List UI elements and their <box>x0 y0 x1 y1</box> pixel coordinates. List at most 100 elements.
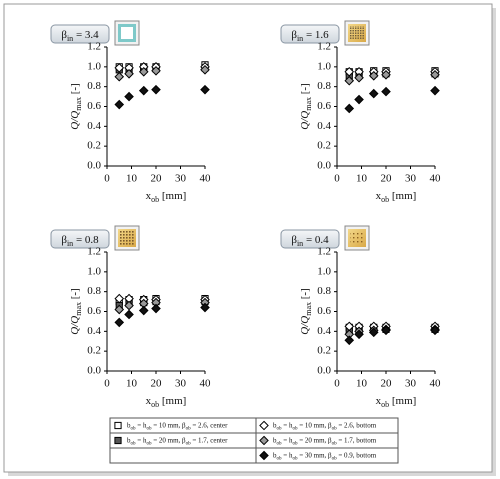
y-tick-label: 0.4 <box>87 120 101 132</box>
legend-label-part: = 10 mm, β <box>297 421 332 429</box>
y-tick-label: 0.4 <box>317 325 331 337</box>
y-tick-label: 0.6 <box>317 305 331 317</box>
legend-label-part: ob <box>332 456 338 461</box>
marker-diamond <box>124 300 134 311</box>
icon-pattern <box>350 231 364 245</box>
marker-diamond <box>114 293 125 304</box>
y-axis-label-part: max <box>74 302 83 316</box>
y-tick-label: 0.8 <box>317 80 331 92</box>
x-tick-label: 40 <box>200 378 212 390</box>
marker-diamond <box>200 302 210 313</box>
legend-label-part: b <box>273 436 277 444</box>
y-axis-label-part: Q/Q <box>69 111 81 130</box>
legend-label-part: = 30 mm, β <box>297 451 332 459</box>
legend-label: bob = hob = 10 mm, βob = 2.6, center <box>127 421 228 431</box>
y-axis-label-part: max <box>74 97 83 111</box>
y-tick-label: 0.6 <box>87 100 101 112</box>
y-tick-label: 0.2 <box>87 140 101 152</box>
badge-label-part: = 3.4 <box>73 29 99 41</box>
marker-diamond <box>114 317 125 328</box>
x-axis-label-part: ob <box>151 400 159 409</box>
y-axis-label: Q/Qmax [-] <box>299 288 314 334</box>
badge-label-part: β <box>291 29 297 41</box>
marker-diamond <box>151 65 161 76</box>
x-tick-label: 20 <box>151 173 163 185</box>
x-tick-label: 40 <box>430 378 442 390</box>
badge <box>280 229 340 249</box>
x-tick-label: 30 <box>175 173 187 185</box>
x-tick-label: 40 <box>430 173 442 185</box>
legend-label-part: = 0.9, bottom <box>337 451 377 459</box>
y-tick-label: 0.6 <box>317 100 331 112</box>
y-tick-label: 1.2 <box>87 41 101 53</box>
marker-diamond <box>151 303 161 314</box>
badge-label-part: in <box>67 34 73 43</box>
x-tick-label: 20 <box>381 378 393 390</box>
badge-label-part: in <box>297 34 303 43</box>
marker-diamond <box>430 85 440 96</box>
y-tick-label: 0.4 <box>317 120 331 132</box>
y-axis-label-part: [-] <box>299 288 311 302</box>
marker-diamond <box>368 327 379 338</box>
legend-label-part: = h <box>282 451 293 459</box>
badge-label-part: in <box>67 239 73 248</box>
legend-label-part: ob <box>292 426 298 431</box>
y-axis-label-part: [-] <box>69 83 81 97</box>
icon-hole <box>121 27 133 39</box>
legend-label-part: ob <box>277 426 283 431</box>
marker-diamond <box>344 66 355 77</box>
x-tick-label: 10 <box>356 378 368 390</box>
marker-diamond <box>200 84 210 95</box>
legend-label-part: ob <box>332 426 338 431</box>
marker-diamond <box>430 325 440 336</box>
marker-diamond <box>381 69 391 80</box>
legend-label-part: ob <box>292 456 298 461</box>
y-axis-label-part: Q/Q <box>69 316 81 335</box>
marker-diamond <box>259 420 269 431</box>
badge-label: βin = 0.4 <box>291 234 329 249</box>
marker-diamond <box>354 72 364 83</box>
y-axis-label: Q/Qmax [-] <box>69 83 84 129</box>
legend-label-part: = 20 mm, β <box>297 436 332 444</box>
legend-label-part: ob <box>131 441 137 446</box>
legend-box <box>109 417 399 464</box>
y-tick-label: 0.8 <box>87 80 101 92</box>
badge <box>280 24 340 44</box>
x-axis-label: xob [mm] <box>146 190 187 205</box>
marker-diamond <box>344 75 355 86</box>
badge-label-part: β <box>291 234 297 246</box>
marker-diamond <box>200 65 210 75</box>
y-axis-label-part: [-] <box>69 288 81 302</box>
x-axis-label-part: [mm] <box>159 395 186 407</box>
x-tick-label: 20 <box>381 173 393 185</box>
x-tick-label: 10 <box>126 173 138 185</box>
marker-diamond <box>259 450 269 461</box>
legend-label-part: b <box>273 451 277 459</box>
x-axis-label-part: [mm] <box>389 190 416 202</box>
legend-label-part: ob <box>332 441 338 446</box>
x-axis-label: xob [mm] <box>146 395 187 410</box>
marker-diamond <box>354 94 364 105</box>
y-tick-label: 0.2 <box>87 345 101 357</box>
legend-label-part: ob <box>277 456 283 461</box>
legend-label-part: b <box>127 421 131 429</box>
x-tick-label: 20 <box>151 378 163 390</box>
y-tick-label: 0.2 <box>317 140 331 152</box>
x-tick-label: 0 <box>104 173 110 185</box>
legend-label-part: = h <box>136 421 147 429</box>
legend-label-part: = h <box>282 436 293 444</box>
x-axis-label: xob [mm] <box>376 395 417 410</box>
y-tick-label: 0.8 <box>87 285 101 297</box>
x-axis-label-part: [mm] <box>389 395 416 407</box>
x-axis-label-part: x <box>146 190 152 202</box>
y-tick-label: 1.0 <box>87 265 101 277</box>
y-tick-label: 0.0 <box>87 160 101 172</box>
legend-label-part: = 2.6, center <box>191 421 228 429</box>
legend-label-part: = h <box>282 421 293 429</box>
badge <box>50 24 110 44</box>
legend-label-part: = 20 mm, β <box>151 436 186 444</box>
legend-label: bob = hob = 20 mm, βob = 1.7, bottom <box>273 436 377 446</box>
badge <box>50 229 110 249</box>
badge-label-part: β <box>61 29 67 41</box>
marker-diamond <box>138 85 149 96</box>
